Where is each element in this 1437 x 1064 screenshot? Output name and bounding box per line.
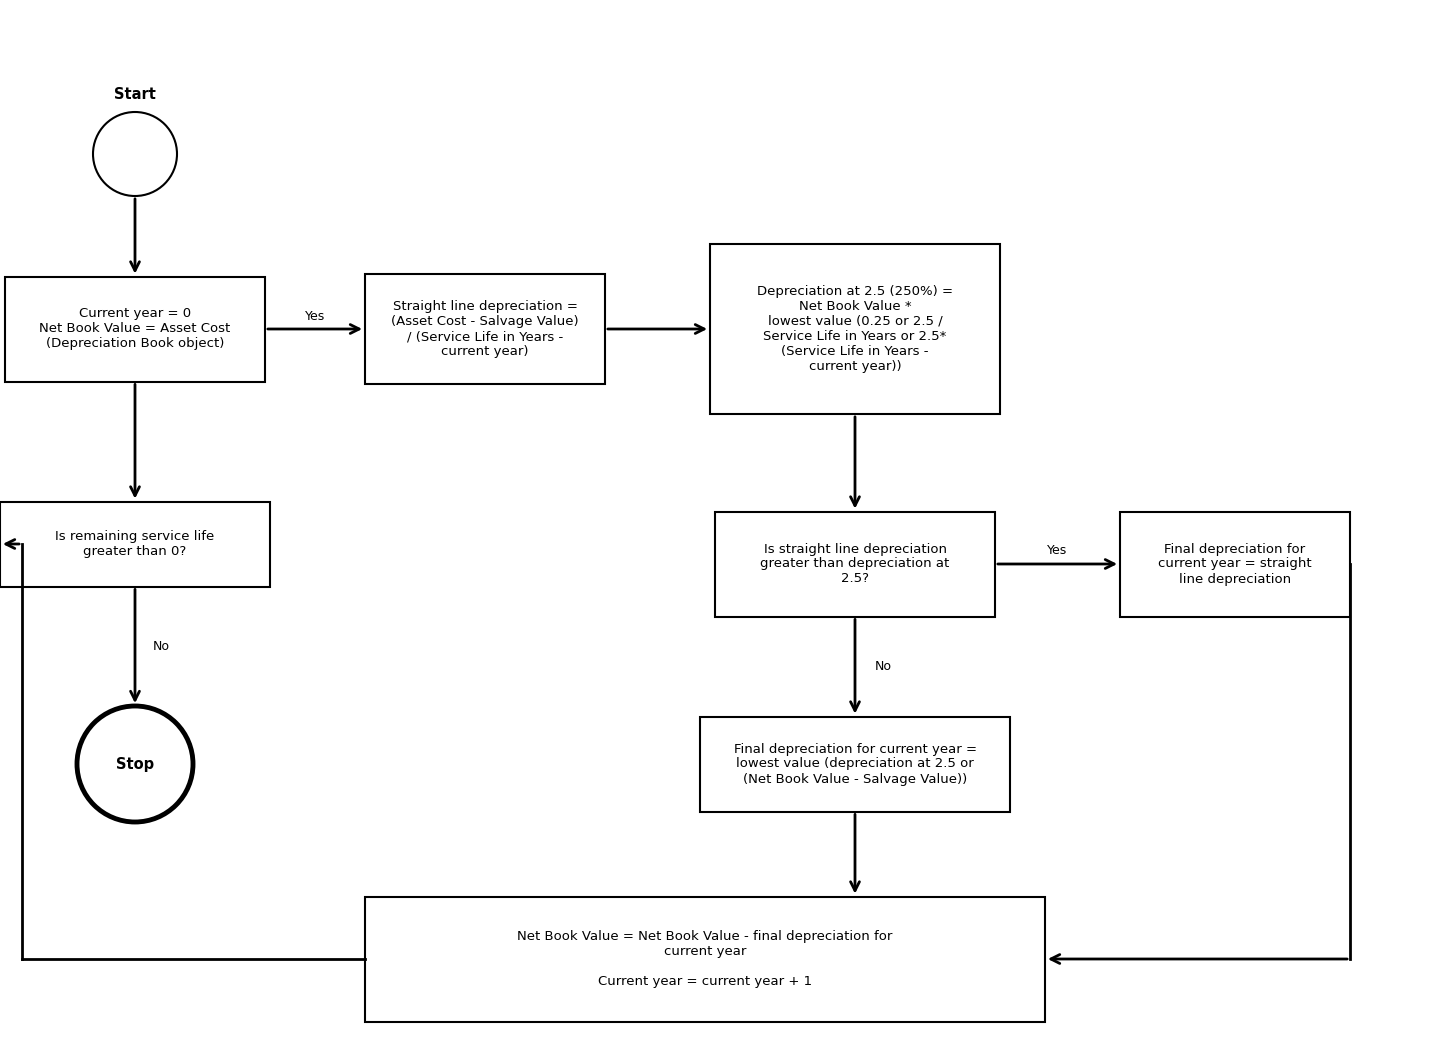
Bar <box>365 275 605 384</box>
Bar <box>365 897 1045 1021</box>
Text: Depreciation at 2.5 (250%) =
Net Book Value *
lowest value (0.25 or 2.5 /
Servic: Depreciation at 2.5 (250%) = Net Book Va… <box>757 285 953 373</box>
Bar <box>1119 512 1349 616</box>
Text: No: No <box>875 660 892 674</box>
Text: Yes: Yes <box>1048 545 1068 558</box>
Bar <box>716 512 994 616</box>
Text: Straight line depreciation =
(Asset Cost - Salvage Value)
/ (Service Life in Yea: Straight line depreciation = (Asset Cost… <box>391 300 579 358</box>
Text: Is straight line depreciation
greater than depreciation at
2.5?: Is straight line depreciation greater th… <box>760 543 950 585</box>
Bar <box>0 501 270 586</box>
Text: Start: Start <box>114 87 157 102</box>
Text: Is remaining service life
greater than 0?: Is remaining service life greater than 0… <box>56 530 214 558</box>
Text: Current year = 0
Net Book Value = Asset Cost
(Depreciation Book object): Current year = 0 Net Book Value = Asset … <box>39 307 230 350</box>
Text: Net Book Value = Net Book Value - final depreciation for
current year

Current y: Net Book Value = Net Book Value - final … <box>517 930 892 988</box>
Text: Final depreciation for
current year = straight
line depreciation: Final depreciation for current year = st… <box>1158 543 1312 585</box>
Bar <box>710 244 1000 414</box>
Text: No: No <box>152 639 170 652</box>
Text: Stop: Stop <box>116 757 154 771</box>
Text: Final depreciation for current year =
lowest value (depreciation at 2.5 or
(Net : Final depreciation for current year = lo… <box>733 743 977 785</box>
Bar <box>700 716 1010 812</box>
Bar <box>4 277 264 382</box>
Text: Yes: Yes <box>305 310 325 322</box>
